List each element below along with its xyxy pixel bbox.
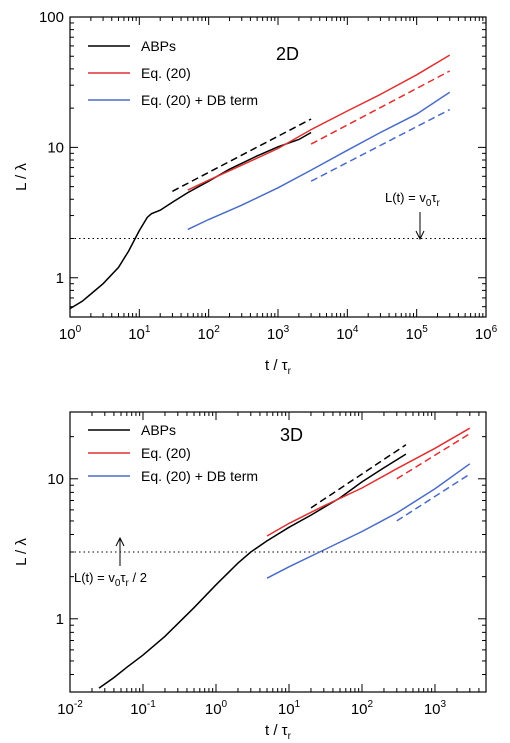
series-line-eq-20-	[187, 54, 451, 191]
x-tick-label: 102	[198, 324, 221, 343]
panel-2d: 100 101 102 103 104 105 106 1 10 100 ABPs Eq. (20…	[13, 9, 498, 377]
dashed-fit-e03030	[310, 70, 451, 145]
y-tick-label: 1	[56, 611, 64, 628]
annotation-2d: L(t) = v0τr	[385, 190, 441, 241]
x-tick-label: 106	[475, 324, 498, 343]
x-axis-label: t / τr	[265, 722, 292, 742]
ticks-layer: 10-2 10-1 100 101 102 103 1 10	[47, 411, 487, 718]
x-axis-label: t / τr	[265, 357, 292, 377]
legend: ABPs Eq. (20) Eq. (20) + DB term	[88, 38, 258, 108]
y-tick-label: 1	[56, 270, 64, 287]
series-layer	[69, 54, 451, 310]
annotation-text: L(t) = v0τr / 2	[74, 570, 147, 589]
x-tick-label: 103	[424, 699, 447, 718]
dashed-fit-4a6cc8	[310, 108, 451, 182]
legend: ABPs Eq. (20) Eq. (20) + DB term	[88, 422, 258, 484]
y-tick-label: 100	[39, 9, 64, 26]
panel-3d: 10-2 10-1 100 101 102 103 1 10 ABPs Eq. (20) Eq…	[13, 411, 487, 742]
x-tick-label: 101	[128, 324, 151, 343]
dashed-fit-e03030	[396, 433, 471, 480]
ticks-layer: 100 101 102 103 104 105 106 1 10 100	[39, 9, 498, 343]
x-tick-label: 105	[406, 324, 429, 343]
dashed-fit-000000	[172, 118, 312, 192]
legend-label-abps: ABPs	[141, 422, 176, 438]
x-tick-label: 100	[205, 699, 228, 718]
x-tick-label: 103	[267, 324, 290, 343]
legend-label-eq20-db: Eq. (20) + DB term	[141, 468, 258, 484]
series-line-eq-20-db-term	[266, 463, 471, 579]
annotation-arrowhead	[415, 230, 425, 241]
dashed-fit-4a6cc8	[396, 473, 471, 522]
series-line-abps	[98, 453, 407, 689]
x-tick-label: 10-2	[57, 699, 83, 718]
x-tick-label: 102	[351, 699, 374, 718]
series-line-abps	[69, 131, 312, 310]
x-tick-label: 100	[59, 324, 82, 343]
legend-label-eq20-db: Eq. (20) + DB term	[141, 92, 258, 108]
annotation-3d: L(t) = v0τr / 2	[74, 536, 147, 589]
y-tick-label: 10	[47, 471, 64, 488]
legend-label-abps: ABPs	[141, 38, 176, 54]
x-tick-label: 101	[278, 699, 301, 718]
legend-label-eq20: Eq. (20)	[141, 445, 191, 461]
x-tick-label: 10-1	[130, 699, 156, 718]
y-tick-label: 10	[47, 139, 64, 156]
panel-tag-3d: 3D	[280, 425, 303, 445]
series-line-eq-20-	[266, 427, 471, 537]
series-layer	[98, 427, 471, 689]
y-axis-label: L / λ	[13, 163, 30, 191]
annotation-arrowhead	[115, 536, 125, 547]
dashed-fit-000000	[310, 444, 407, 509]
legend-label-eq20: Eq. (20)	[141, 65, 191, 81]
panel-tag-2d: 2D	[276, 44, 299, 64]
y-axis-label: L / λ	[13, 538, 30, 566]
series-line-eq-20-db-term	[187, 91, 451, 231]
x-tick-label: 104	[336, 324, 359, 343]
annotation-text: L(t) = v0τr	[385, 190, 441, 209]
